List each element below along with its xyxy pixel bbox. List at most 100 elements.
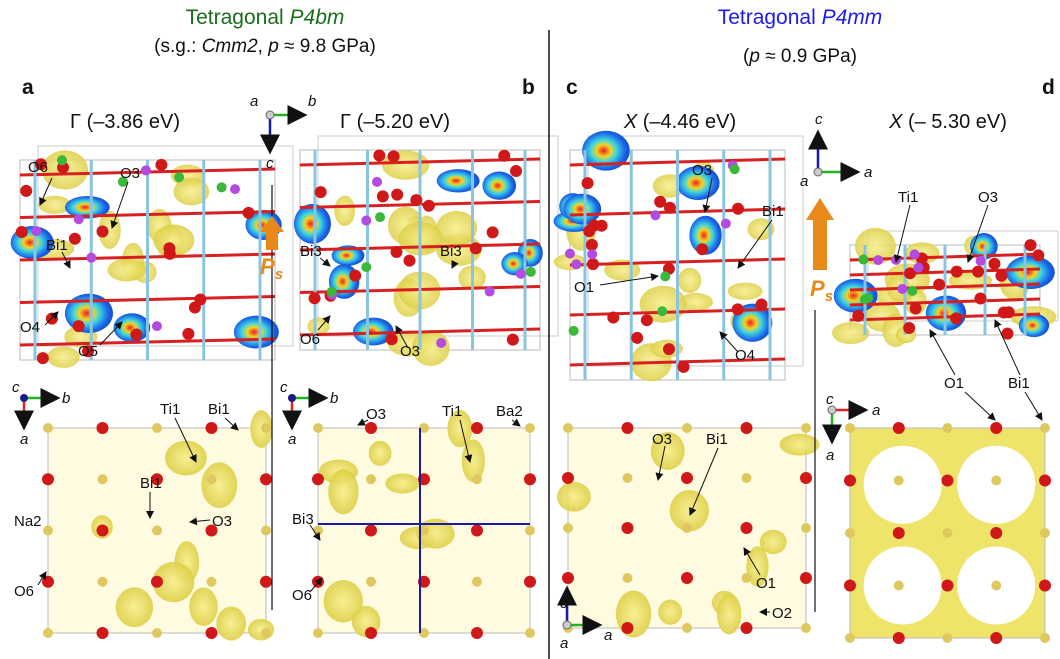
atom [365, 627, 377, 639]
atom-bi [910, 249, 920, 259]
atom-na [569, 326, 579, 336]
atom [741, 422, 753, 434]
atom-o [390, 246, 402, 258]
atom [260, 576, 272, 588]
atom [42, 576, 54, 588]
atom [563, 423, 573, 433]
axis-label: b [308, 93, 316, 110]
panel-letter: b [522, 76, 535, 99]
atom [990, 632, 1002, 644]
atom-o [995, 270, 1007, 282]
atom-label: O4 [735, 347, 755, 364]
atom [991, 581, 1001, 591]
atom-o [37, 352, 49, 364]
atom [742, 473, 752, 483]
atom [741, 622, 753, 634]
density-yellow [201, 462, 237, 508]
density-yellow [216, 607, 246, 641]
atom-na [860, 294, 870, 304]
atom [525, 526, 535, 536]
atom-label: O4 [20, 319, 40, 336]
atom-bi [436, 338, 446, 348]
energy: (–5.20 eV) [357, 111, 450, 133]
atom-label: O3 [978, 189, 998, 206]
atom-o [373, 150, 385, 162]
atom-o [663, 343, 675, 355]
axis-label: b [62, 390, 70, 407]
atom [43, 628, 53, 638]
atom-label: O3 [120, 165, 140, 182]
atom-bi [571, 259, 581, 269]
atom-na [217, 182, 227, 192]
atom [525, 423, 535, 433]
atom-o [69, 233, 81, 245]
atom-na [907, 286, 917, 296]
state: Γ [340, 111, 351, 133]
axis-label: c [12, 379, 20, 396]
axis-triad: c a a [800, 111, 872, 190]
atom [207, 474, 217, 484]
axis-label: a [864, 164, 872, 181]
atom-o [423, 200, 435, 212]
density-yellow [165, 441, 207, 476]
atom [206, 422, 218, 434]
atom [800, 472, 812, 484]
state-energy: X (– 5.30 eV) [888, 111, 1007, 133]
atom [682, 423, 692, 433]
atom-bi [141, 165, 151, 175]
density-yellow [728, 283, 763, 300]
subtitle-part: ≈ 9.8 GPa) [279, 36, 376, 57]
atom-bi [976, 256, 986, 266]
atom [151, 576, 163, 588]
atom [562, 472, 574, 484]
atom-bi [565, 249, 575, 259]
atom-label: Bi3 [292, 511, 314, 528]
density-yellow [189, 588, 218, 626]
atom [801, 423, 811, 433]
atom-o [587, 258, 599, 270]
atom-o [410, 194, 422, 206]
density-yellow [107, 259, 146, 282]
atom [801, 523, 811, 533]
atom-na [858, 255, 868, 265]
atom-o [586, 239, 598, 251]
atom-o [582, 177, 594, 189]
atom-bi [361, 216, 371, 226]
atom [312, 473, 324, 485]
density-blue [294, 204, 331, 244]
space-group: P4bm [290, 6, 345, 29]
atom [990, 527, 1002, 539]
atom-label: O6 [292, 587, 312, 604]
density-yellow [678, 268, 701, 293]
atom [844, 475, 856, 487]
atom [623, 573, 633, 583]
atom [97, 627, 109, 639]
atom [1040, 423, 1050, 433]
atom [894, 476, 904, 486]
atom-label: O5 [78, 343, 98, 360]
atom-label: Bi3 [440, 243, 462, 260]
atom [98, 474, 108, 484]
atom [943, 423, 953, 433]
atom-label: O2 [772, 605, 792, 622]
panel-letter: a [22, 76, 34, 99]
panel-letter: c [566, 76, 578, 99]
axis-label: c [266, 155, 274, 172]
atom-na [361, 262, 371, 272]
atom [681, 572, 693, 584]
axis-label: a [872, 402, 880, 419]
ps-symbol: P [260, 254, 275, 279]
atom-label: O3 [212, 513, 232, 530]
axis-label: a [604, 627, 612, 644]
atom [622, 622, 634, 634]
atom-label: O3 [400, 343, 420, 360]
atom-na [57, 155, 67, 165]
density-yellow [369, 441, 392, 466]
atom-label: O6 [14, 583, 34, 600]
atom [261, 423, 271, 433]
atom [472, 577, 482, 587]
axis-label: c [826, 391, 834, 408]
atom-label: O1 [574, 279, 594, 296]
atom-o [391, 189, 403, 201]
atom-o [155, 159, 167, 171]
